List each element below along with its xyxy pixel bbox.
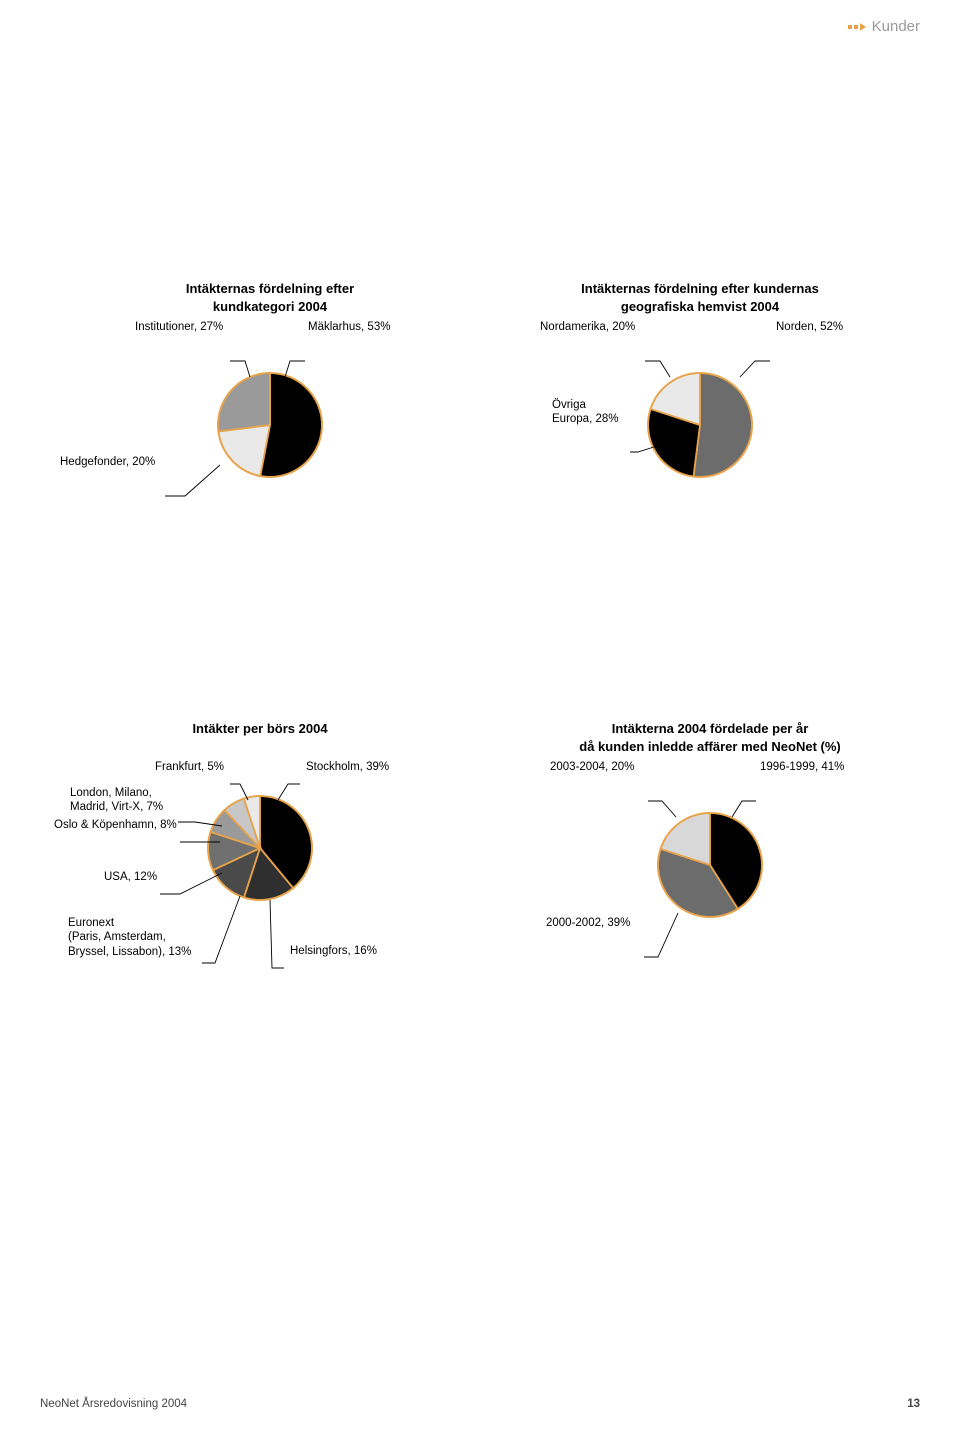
pie-slice	[693, 373, 752, 477]
chart-label: Frankfurt, 5%	[155, 760, 224, 774]
brand-icon	[848, 23, 866, 31]
footer-left: NeoNet Årsredovisning 2004	[40, 1398, 187, 1410]
chart-label: 1996-1999, 41%	[760, 760, 844, 774]
pie-svg	[510, 755, 910, 975]
chart-label: Helsingfors, 16%	[290, 944, 377, 958]
chart-kundkategori: Intäkternas fördelning efterkundkategori…	[80, 280, 460, 515]
chart-title: Intäkternas fördelning efter kundernasge…	[540, 280, 860, 315]
chart-label: Oslo & Köpenhamn, 8%	[54, 818, 177, 832]
chart-label: 2000-2002, 39%	[546, 916, 630, 930]
chart-label: USA, 12%	[104, 870, 157, 884]
chart-per-ar: Intäkterna 2004 fördelade per årdå kunde…	[510, 720, 910, 975]
chart-geografisk: Intäkternas fördelning efter kundernasge…	[510, 280, 890, 515]
brand-header: Kunder	[848, 18, 920, 35]
chart-label: Stockholm, 39%	[306, 760, 389, 774]
pie-svg	[80, 315, 460, 515]
chart-label: London, Milano,Madrid, Virt-X, 7%	[70, 786, 163, 815]
chart-label: Nordamerika, 20%	[540, 320, 635, 334]
pie-slice	[218, 373, 270, 432]
chart-label: 2003-2004, 20%	[550, 760, 634, 774]
chart-label: Mäklarhus, 53%	[308, 320, 390, 334]
chart-label: Institutioner, 27%	[135, 320, 223, 334]
footer-page-number: 13	[907, 1398, 920, 1410]
chart-label: ÖvrigaEuropa, 28%	[552, 398, 619, 427]
chart-title: Intäkter per börs 2004	[100, 720, 420, 738]
chart-label: Hedgefonder, 20%	[60, 455, 155, 469]
pie-slice	[218, 425, 270, 476]
brand-label: Kunder	[872, 18, 920, 35]
page-footer: NeoNet Årsredovisning 2004 13	[40, 1398, 920, 1410]
chart-label: Norden, 52%	[776, 320, 843, 334]
chart-title: Intäkternas fördelning efterkundkategori…	[110, 280, 430, 315]
chart-label: Euronext(Paris, Amsterdam,Bryssel, Lissa…	[68, 916, 191, 959]
chart-per-bors: Intäkter per börs 2004 Frankfurt, 5% Stoc…	[60, 720, 460, 988]
chart-title: Intäkterna 2004 fördelade per årdå kunde…	[550, 720, 870, 755]
